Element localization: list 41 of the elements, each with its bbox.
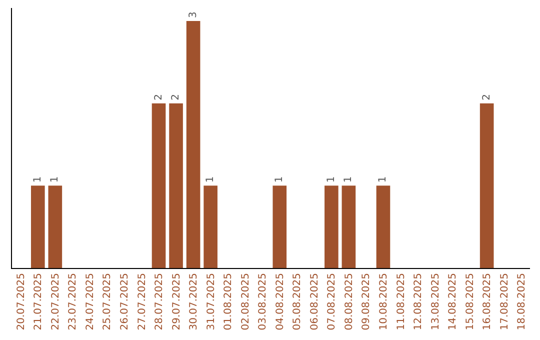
x-tick-label: 22.07.2025: [50, 273, 62, 330]
x-tick-label: 15.08.2025: [464, 273, 476, 330]
x-tick-label: 14.08.2025: [448, 273, 459, 330]
x-tick-label: 13.08.2025: [430, 273, 442, 330]
x-tick-label: 20.07.2025: [16, 273, 27, 330]
x-tick-label: 01.08.2025: [223, 273, 234, 330]
x-tick-label: 03.08.2025: [258, 273, 269, 330]
x-tick-label: 23.07.2025: [68, 273, 79, 330]
x-tick-label: 26.07.2025: [119, 273, 130, 330]
x-tick-label: 24.07.2025: [84, 273, 96, 330]
x-tick-label: 04.08.2025: [274, 273, 286, 330]
data-label: 1: [205, 176, 216, 183]
data-label: 2: [170, 94, 182, 100]
x-tick-label: 02.08.2025: [240, 273, 252, 330]
x-tick-label: 12.08.2025: [413, 273, 424, 330]
data-label: 1: [343, 176, 354, 183]
x-tick-label: 06.08.2025: [309, 273, 320, 330]
x-tick-label: 17.08.2025: [499, 273, 510, 330]
data-label: 2: [481, 94, 492, 100]
data-label: 1: [378, 176, 389, 183]
x-tick-label: 10.08.2025: [378, 273, 390, 330]
x-tick-label: 11.08.2025: [396, 273, 407, 330]
x-tick-label: 09.08.2025: [361, 273, 372, 330]
x-tick-label: 18.08.2025: [516, 273, 528, 330]
x-tick-label: 16.08.2025: [482, 273, 494, 330]
x-tick-label: 30.07.2025: [188, 273, 200, 330]
x-tick-label: 27.07.2025: [136, 273, 148, 330]
x-tick-label: 07.08.2025: [326, 273, 338, 330]
x-tick-label: 05.08.2025: [292, 273, 304, 330]
x-tick-label: 31.07.2025: [206, 273, 217, 330]
data-label: 3: [188, 12, 199, 18]
data-label: 1: [274, 176, 286, 183]
x-tick-label: 29.07.2025: [171, 273, 182, 330]
x-tick-label: 28.07.2025: [154, 273, 166, 330]
x-tick-label: 08.08.2025: [344, 273, 355, 330]
data-label: 1: [50, 176, 61, 183]
data-label: 1: [32, 176, 44, 183]
x-tick-label: 21.07.2025: [33, 273, 44, 330]
x-tick-label: 25.07.2025: [102, 273, 114, 330]
data-label: 2: [153, 94, 164, 100]
data-label: 1: [326, 176, 337, 183]
